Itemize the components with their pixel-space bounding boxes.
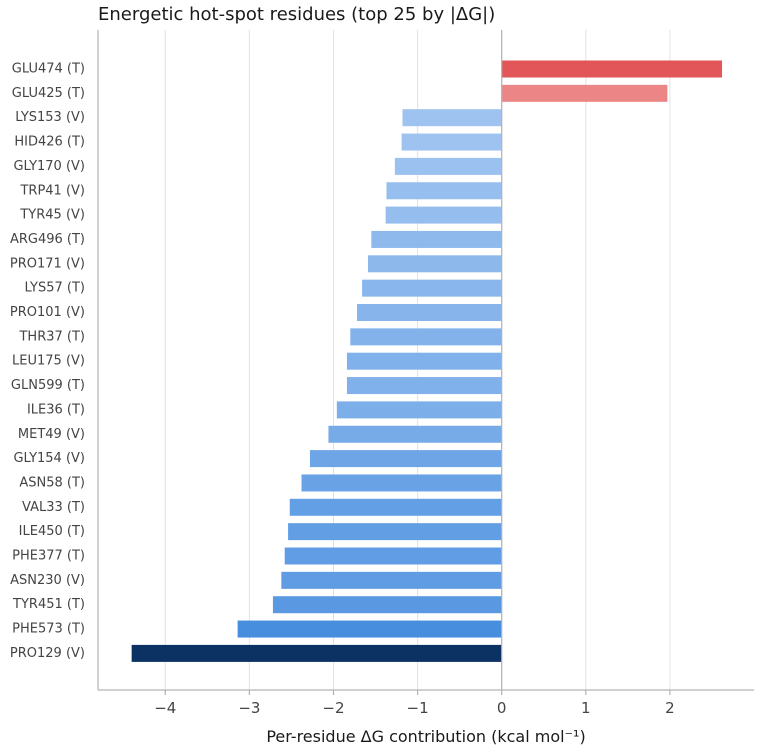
- y-tick-label-4: GLY170 (V): [13, 159, 85, 174]
- y-tick-label-19: ILE450 (T): [19, 524, 85, 539]
- y-tick-label-22: TYR451 (T): [12, 597, 85, 612]
- y-tick-label-8: PRO171 (V): [10, 256, 85, 271]
- bar-10: [357, 304, 502, 321]
- y-tick-label-0: GLU474 (T): [12, 62, 85, 77]
- y-tick-label-24: PRO129 (V): [10, 646, 85, 661]
- bar-22: [272, 596, 502, 614]
- x-tick-label-5: 1: [581, 699, 591, 717]
- bar-9: [362, 279, 502, 297]
- bar-1: [501, 84, 668, 102]
- x-tick-label-4: 0: [497, 699, 507, 717]
- y-tick-label-10: PRO101 (V): [10, 305, 85, 320]
- bar-24: [131, 644, 502, 662]
- y-tick-label-18: VAL33 (T): [22, 500, 85, 515]
- x-tick-label-3: −1: [407, 699, 429, 717]
- bar-17: [301, 474, 502, 492]
- y-tick-label-1: GLU425 (T): [12, 86, 85, 101]
- y-tick-label-17: ASN58 (T): [19, 475, 85, 490]
- bar-18: [289, 498, 502, 516]
- bar-3: [401, 133, 502, 151]
- y-tick-label-16: GLY154 (V): [13, 451, 85, 466]
- y-tick-label-9: LYS57 (T): [25, 281, 85, 296]
- y-tick-label-20: PHE377 (T): [12, 549, 85, 564]
- y-tick-label-11: THR37 (T): [18, 329, 85, 344]
- y-tick-label-15: MET49 (V): [18, 427, 85, 442]
- x-tick-label-0: −4: [154, 699, 176, 717]
- y-tick-label-2: LYS153 (V): [15, 110, 85, 125]
- y-tick-label-7: ARG496 (T): [10, 232, 85, 247]
- x-tick-label-6: 2: [665, 699, 675, 717]
- bar-23: [237, 620, 502, 638]
- bar-8: [367, 255, 502, 273]
- bar-16: [309, 450, 502, 468]
- y-tick-label-3: HID426 (T): [14, 135, 85, 150]
- y-tick-label-13: GLN599 (T): [11, 378, 85, 393]
- bar-12: [346, 352, 502, 370]
- bar-13: [346, 377, 502, 395]
- bar-15: [328, 425, 502, 443]
- x-tick-label-2: −2: [322, 699, 344, 717]
- axes: [97, 30, 754, 695]
- bar-19: [288, 523, 502, 541]
- bar-14: [336, 401, 502, 419]
- y-tick-labels: GLU474 (T) GLU425 (T) LYS153 (V) HID426 (T)…: [10, 62, 85, 661]
- y-tick-label-23: PHE573 (T): [12, 622, 85, 637]
- x-tick-labels: −4 −3 −2 −1 0 1 2: [154, 699, 674, 717]
- x-axis-label: Per-residue ΔG contribution (kcal mol⁻¹): [266, 727, 585, 746]
- bar-4: [394, 157, 502, 175]
- bar-5: [386, 182, 502, 200]
- chart-title: Energetic hot-spot residues (top 25 by |…: [98, 4, 495, 25]
- x-tick-label-1: −3: [238, 699, 260, 717]
- bar-21: [281, 571, 502, 589]
- bar-6: [385, 206, 502, 224]
- bar-7: [371, 230, 502, 248]
- y-tick-label-14: ILE36 (T): [27, 402, 85, 417]
- bar-20: [284, 547, 502, 565]
- y-tick-label-5: TRP41 (V): [19, 183, 85, 198]
- bar-group: [131, 60, 723, 662]
- bar-2: [402, 109, 502, 127]
- y-tick-label-21: ASN230 (V): [10, 573, 85, 588]
- y-tick-label-12: LEU175 (V): [12, 354, 85, 369]
- bar-0: [501, 60, 723, 78]
- bar-11: [350, 328, 502, 346]
- y-tick-label-6: TYR45 (V): [19, 208, 85, 223]
